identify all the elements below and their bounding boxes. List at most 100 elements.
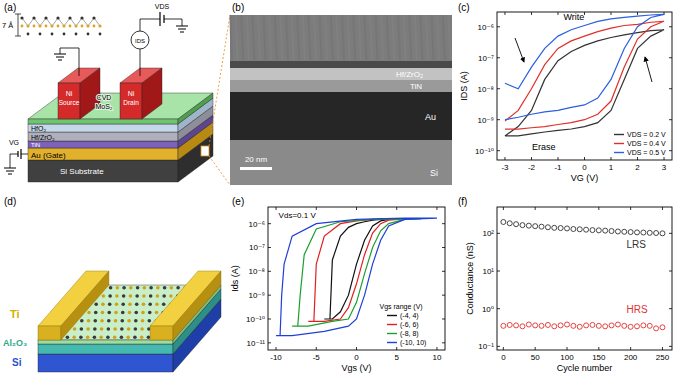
- point: [635, 230, 640, 235]
- al2o3-front: [38, 344, 173, 354]
- y-tick-label: 10⁻⁹: [248, 291, 265, 300]
- ground: [180, 32, 184, 33]
- tem-texture: [247, 15, 249, 60]
- atom: [121, 311, 125, 315]
- atom: [108, 294, 112, 298]
- label: CVD: [97, 94, 112, 101]
- x-tick: [630, 347, 631, 350]
- atom: [176, 286, 180, 290]
- zoom-line: [209, 15, 230, 146]
- atom: [162, 302, 166, 306]
- y-tick-label: 10⁻¹⁰: [475, 147, 494, 156]
- tem-texture: [348, 15, 350, 60]
- tem-texture: [264, 15, 266, 60]
- label: Si: [430, 168, 438, 178]
- tem-texture: [409, 15, 411, 60]
- tem-texture: [353, 15, 355, 60]
- atom: [115, 302, 119, 306]
- point: [603, 324, 608, 329]
- ni-electrode-front: [58, 83, 80, 119]
- atom: [143, 286, 147, 290]
- y-tick: [442, 271, 445, 272]
- atom: [108, 302, 112, 306]
- point: [558, 226, 563, 231]
- x-tick-label: 150: [592, 353, 606, 362]
- point: [609, 323, 614, 328]
- point: [526, 322, 531, 327]
- label: Ti: [10, 308, 20, 320]
- mos2-side: [178, 93, 213, 124]
- tem-texture: [275, 15, 277, 60]
- y-tick: [268, 271, 271, 272]
- y-tick: [442, 223, 445, 224]
- point: [558, 323, 563, 328]
- lattice-atom: [63, 33, 66, 36]
- x-tick: [662, 347, 663, 350]
- atom: [169, 294, 173, 298]
- wire: [10, 154, 18, 168]
- lattice-atom: [87, 33, 90, 36]
- panel-label: (f): [458, 196, 467, 207]
- y-tick: [268, 318, 271, 319]
- x-tick: [356, 347, 357, 350]
- lattice-atom: [45, 25, 48, 28]
- point: [539, 224, 544, 229]
- atom: [79, 335, 83, 339]
- label: HfO₂: [31, 125, 46, 132]
- point: [539, 323, 544, 328]
- lattice-atom: [56, 16, 59, 19]
- chart: -10-5051010⁻¹¹10⁻¹⁰10⁻⁹10⁻⁸10⁻⁷10⁻⁶Vgs (…: [230, 207, 445, 373]
- dimension-line: [15, 14, 21, 15]
- plot-frame: [268, 207, 445, 350]
- atom: [156, 286, 160, 290]
- ni-electrode-side: [142, 68, 162, 119]
- tem-texture: [241, 15, 243, 60]
- plot-area: [276, 218, 437, 335]
- point: [641, 230, 646, 235]
- point: [514, 222, 519, 227]
- atom: [73, 327, 77, 331]
- atom: [128, 311, 132, 315]
- atom: [155, 311, 159, 315]
- y-tick: [669, 271, 672, 272]
- legend-entry: VDS = 0.2 V: [627, 131, 666, 138]
- tem-texture: [432, 15, 434, 60]
- atom: [86, 327, 90, 331]
- atom: [80, 327, 84, 331]
- y-tick: [268, 223, 271, 224]
- atom: [87, 311, 91, 315]
- tem-texture: [314, 15, 316, 60]
- legend-entry: VDS = 0.5 V: [627, 149, 666, 156]
- lattice-atom: [44, 16, 47, 19]
- ground: [178, 29, 186, 30]
- point: [628, 324, 633, 329]
- chart: -3-2-1012310⁻¹⁰10⁻⁹10⁻⁸10⁻⁷10⁻⁶VG (V)IDS…: [459, 12, 672, 183]
- x-tick-label: 0: [354, 353, 359, 362]
- atom: [142, 294, 146, 298]
- point: [622, 229, 627, 234]
- tem-layer: [230, 15, 452, 61]
- atom: [94, 319, 98, 323]
- tem-texture: [230, 15, 232, 60]
- atom: [114, 319, 118, 323]
- point: [533, 224, 538, 229]
- plot-frame: [497, 12, 672, 160]
- legend-entry: (-8, 8): [400, 330, 419, 338]
- x-tick: [436, 347, 437, 350]
- tem-texture: [336, 15, 338, 60]
- tem-layer: [230, 68, 452, 80]
- point: [584, 323, 589, 328]
- series-line: [505, 14, 664, 119]
- atom: [141, 311, 145, 315]
- atom: [127, 327, 131, 331]
- series-label: HRS: [627, 304, 648, 315]
- atom: [129, 286, 133, 290]
- tem-texture: [437, 15, 439, 60]
- atom: [120, 327, 124, 331]
- annotation: Write: [564, 12, 585, 22]
- label: Drain: [123, 99, 139, 106]
- battery: [159, 12, 160, 26]
- tem-texture: [443, 15, 445, 60]
- atom: [86, 335, 90, 339]
- point: [533, 323, 538, 328]
